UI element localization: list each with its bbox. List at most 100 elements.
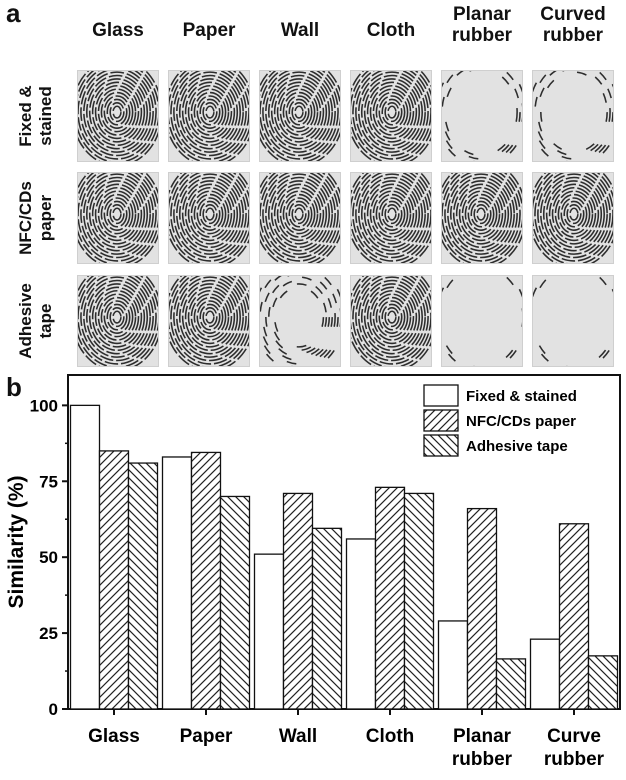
bar-1 [98,450,130,710]
fingerprint-image [77,172,159,264]
bar-0 [529,638,561,710]
x-tick-label: rubber [544,749,605,770]
legend-label: Adhesive tape [466,438,568,455]
row-header-line: NFC/CDs [16,181,35,255]
column-header-line: rubber [451,25,513,46]
fingerprint-image [532,275,614,367]
y-tick-label: 0 [49,700,58,719]
column-header-line: rubber [542,25,604,46]
legend-swatch [423,434,459,457]
similarity-bar-chart: 0 25 50 75 100 Similarity (%) Glass Paper Wall Cl… [5,374,621,770]
y-axis-label: Similarity (%) [5,475,28,608]
fingerprint-image [168,70,250,162]
fingerprint-ridges [351,173,431,263]
row-header-0: Fixed & stained [16,70,60,162]
fingerprint-ridges [169,173,249,263]
x-tick-label: Wall [279,726,317,747]
fingerprint-ridges [78,276,158,366]
bar-2 [587,655,619,710]
y-tick-label: 25 [39,624,58,643]
fingerprint-ridges [78,173,158,263]
bar-1 [466,507,498,710]
legend-label: Fixed & stained [466,388,577,405]
column-header-line: Wall [280,20,320,41]
column-header-line: Cloth [366,20,416,41]
fingerprint-ridges [260,276,340,366]
fingerprint-ridges [442,71,522,161]
bar-1 [374,486,406,710]
column-header-line: Curved [540,4,606,25]
bar-0 [69,404,101,710]
column-header-line: Planar [452,4,512,25]
fingerprint-image [259,275,341,367]
bar-1 [282,492,314,710]
x-tick-label: Cloth [366,726,415,747]
fingerprint-ridges [351,71,431,161]
fingerprint-image [350,275,432,367]
column-header-2: Wall [255,20,345,41]
y-tick-label: 75 [39,472,58,491]
fingerprint-ridges [260,173,340,263]
fingerprint-ridges [442,173,522,263]
x-tick-label: Curve [547,726,601,747]
fingerprint-ridges [169,71,249,161]
row-header-line: stained [36,86,55,146]
fingerprint-ridges [169,276,249,366]
fingerprint-ridges [78,71,158,161]
fingerprint-image [259,172,341,264]
column-header-4: Planar rubber [437,4,527,46]
fingerprint-ridges [260,71,340,161]
bar-0 [437,620,469,710]
bar-2 [403,492,435,710]
legend-swatch [423,384,459,407]
row-header-1: NFC/CDs paper [16,172,60,264]
x-tick-label: Glass [88,726,140,747]
plot-frame [67,374,621,710]
fingerprint-image [532,172,614,264]
fingerprint-image [168,275,250,367]
column-header-0: Glass [73,20,163,41]
x-tick-label: rubber [452,749,513,770]
row-header-line: Fixed & [16,85,35,147]
fingerprint-ridges [351,276,431,366]
fingerprint-image [350,172,432,264]
fingerprint-image [441,70,523,162]
bar-1 [190,451,222,710]
legend-swatch [423,409,459,432]
row-header-2: Adhesive tape [16,275,60,367]
fingerprint-ridges [533,71,613,161]
fingerprint-image [350,70,432,162]
fingerprint-ridges [533,276,613,366]
x-tick-label: Paper [180,726,233,747]
bar-2 [495,658,527,710]
panel-b-label: b [6,372,22,402]
column-header-3: Cloth [346,20,436,41]
panel-a-label: a [6,0,21,28]
y-tick-label: 50 [39,548,58,567]
column-header-line: Glass [92,20,144,41]
legend-label: NFC/CDs paper [466,413,576,430]
column-header-5: Curved rubber [528,4,618,46]
column-header-line: Paper [182,20,236,41]
fingerprint-ridges [533,173,613,263]
x-tick-label: Planar [453,726,512,747]
fingerprint-ridges [442,276,522,366]
bar-0 [161,456,193,710]
row-header-line: paper [36,194,55,242]
bar-2 [127,462,159,710]
fingerprint-image [441,275,523,367]
bar-0 [345,538,377,710]
bar-2 [311,527,343,710]
row-header-line: Adhesive [16,283,35,359]
y-tick-label: 100 [30,396,58,415]
bar-1 [558,523,590,710]
bar-2 [219,495,251,710]
fingerprint-image [168,172,250,264]
bar-0 [253,553,285,710]
row-header-line: tape [36,303,55,339]
fingerprint-image [532,70,614,162]
fingerprint-image [259,70,341,162]
fingerprint-image [77,275,159,367]
fingerprint-image [441,172,523,264]
fingerprint-image [77,70,159,162]
